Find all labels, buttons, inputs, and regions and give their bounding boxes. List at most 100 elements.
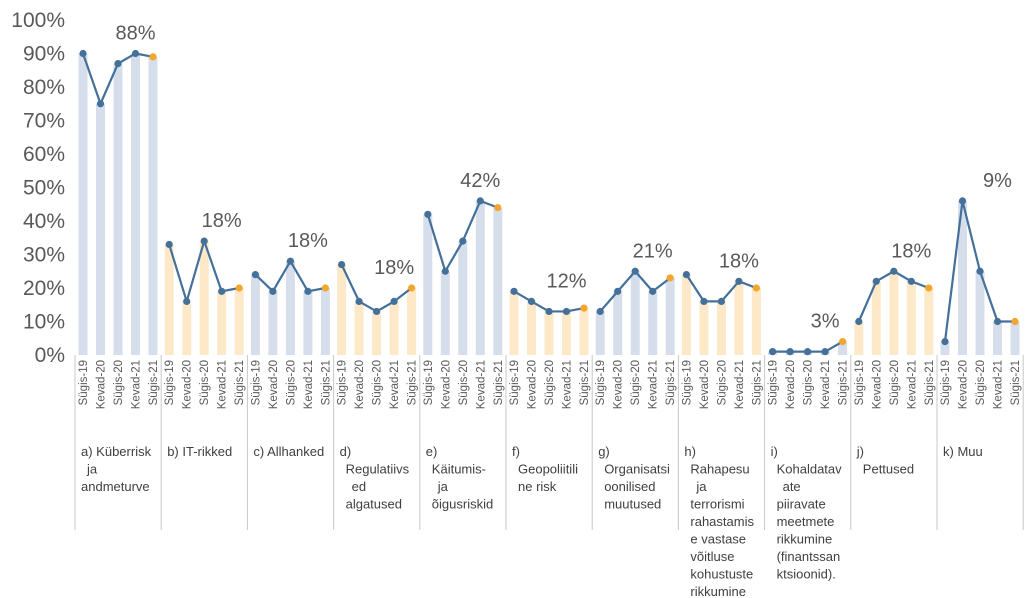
x-tick-label: Sügis-20 bbox=[716, 360, 728, 405]
y-tick-label: 40% bbox=[23, 210, 65, 233]
bar bbox=[475, 200, 485, 355]
group-label-line: (finantssan bbox=[777, 549, 841, 564]
last-point-marker bbox=[494, 204, 502, 212]
data-label: 18% bbox=[202, 210, 242, 232]
bar bbox=[389, 301, 399, 355]
x-tick-label: Sügis-21 bbox=[838, 360, 850, 405]
bar bbox=[562, 311, 571, 355]
bar bbox=[131, 53, 140, 355]
point-marker bbox=[545, 307, 553, 316]
group-label-line: e vastase bbox=[690, 532, 746, 547]
group-label-line: Geopoliitili bbox=[518, 462, 578, 477]
bar bbox=[940, 341, 950, 355]
bar bbox=[217, 291, 227, 355]
x-tick-label: Sügis-19 bbox=[337, 360, 349, 405]
bar bbox=[493, 207, 503, 355]
y-tick-label: 50% bbox=[23, 177, 65, 200]
x-tick-label: Sügis-21 bbox=[320, 360, 332, 405]
bar bbox=[975, 271, 985, 355]
last-point-marker bbox=[149, 53, 157, 61]
y-tick-label: 90% bbox=[23, 43, 65, 66]
group-label-line: d) bbox=[340, 444, 352, 459]
x-tick-label: Sügis-20 bbox=[803, 360, 815, 405]
bar bbox=[527, 301, 536, 355]
x-tick-label: Sügis-20 bbox=[975, 360, 987, 405]
x-tick-label: Sügis-21 bbox=[407, 360, 419, 405]
y-tick-label: 70% bbox=[23, 110, 65, 133]
x-tick-label: Sügis-20 bbox=[630, 360, 642, 405]
bar bbox=[78, 53, 88, 355]
group-labels: a) Küberrisk ja andmeturve b) IT-rikked c) A… bbox=[81, 444, 983, 598]
last-point-marker bbox=[408, 284, 416, 292]
x-tick-label: Kevad-20 bbox=[527, 360, 539, 409]
point-marker bbox=[821, 348, 829, 356]
x-tick-label: Sügis-19 bbox=[423, 360, 435, 405]
x-tick-label: Sügis-20 bbox=[199, 360, 211, 405]
bars bbox=[78, 53, 1020, 356]
x-tick-label: Sügis-21 bbox=[665, 360, 677, 405]
group-label-line: meetmete bbox=[777, 514, 835, 529]
x-tick-label: Sügis-21 bbox=[234, 360, 246, 405]
point-marker bbox=[165, 240, 173, 249]
bar bbox=[113, 63, 123, 356]
bar bbox=[958, 200, 967, 355]
bar bbox=[285, 261, 295, 355]
point-marker bbox=[941, 338, 949, 346]
bar bbox=[889, 271, 899, 355]
point-marker bbox=[614, 287, 622, 295]
x-tick-label: Sügis-19 bbox=[250, 360, 262, 405]
bar bbox=[665, 277, 675, 355]
bar bbox=[372, 311, 382, 355]
series-line bbox=[685, 273, 757, 303]
x-tick-label: Sügis-21 bbox=[579, 360, 591, 405]
point-marker bbox=[682, 271, 691, 279]
x-tick-label: Kevad-20 bbox=[268, 360, 280, 409]
bar bbox=[871, 281, 881, 355]
bar bbox=[337, 264, 347, 355]
point-marker bbox=[596, 307, 604, 316]
group-label-line: ja bbox=[86, 462, 98, 477]
group-label-line: g) bbox=[598, 444, 610, 459]
point-marker bbox=[907, 277, 915, 285]
point-marker bbox=[304, 287, 312, 295]
bar bbox=[354, 301, 364, 355]
point-marker bbox=[631, 267, 639, 275]
point-marker bbox=[390, 297, 398, 305]
y-tick-label: 0% bbox=[35, 344, 65, 367]
group-label-line: Pettused bbox=[863, 462, 914, 477]
group-separators bbox=[74, 355, 1024, 530]
x-tick-label: Sügis-20 bbox=[113, 360, 125, 405]
bar bbox=[303, 291, 313, 355]
group-label-line: f) bbox=[512, 444, 520, 459]
data-label: 18% bbox=[891, 240, 931, 262]
last-point-marker bbox=[580, 304, 588, 312]
group-label-line: võitluse bbox=[690, 549, 734, 564]
x-tick-label: Sügis-20 bbox=[285, 360, 297, 405]
point-marker bbox=[251, 271, 259, 279]
y-tick-label: 60% bbox=[23, 143, 65, 166]
group-label-line: õigusriskid bbox=[432, 497, 493, 512]
point-marker bbox=[269, 287, 277, 295]
group-label-line: Rahapesu bbox=[690, 462, 749, 477]
bar bbox=[509, 291, 519, 355]
bar bbox=[595, 311, 605, 355]
point-marker bbox=[131, 49, 140, 58]
point-marker bbox=[338, 260, 346, 269]
point-marker bbox=[114, 59, 122, 68]
bar bbox=[993, 321, 1002, 355]
bar bbox=[1010, 321, 1020, 355]
group-label-line: algatused bbox=[346, 497, 402, 512]
x-tick-label: Kevad-20 bbox=[613, 360, 625, 409]
bar bbox=[613, 291, 623, 355]
group-label-line: a) Küberrisk bbox=[81, 444, 152, 459]
point-marker bbox=[562, 307, 571, 316]
x-tick-label: Sügis-21 bbox=[751, 360, 763, 405]
point-marker bbox=[527, 297, 536, 305]
bar bbox=[440, 271, 450, 355]
bar bbox=[423, 214, 433, 355]
bar bbox=[854, 321, 864, 355]
data-label: 3% bbox=[811, 311, 840, 333]
x-tick-label: Kevad-21 bbox=[217, 360, 229, 409]
point-marker bbox=[804, 348, 812, 356]
group-label-line: andmeturve bbox=[81, 479, 150, 494]
